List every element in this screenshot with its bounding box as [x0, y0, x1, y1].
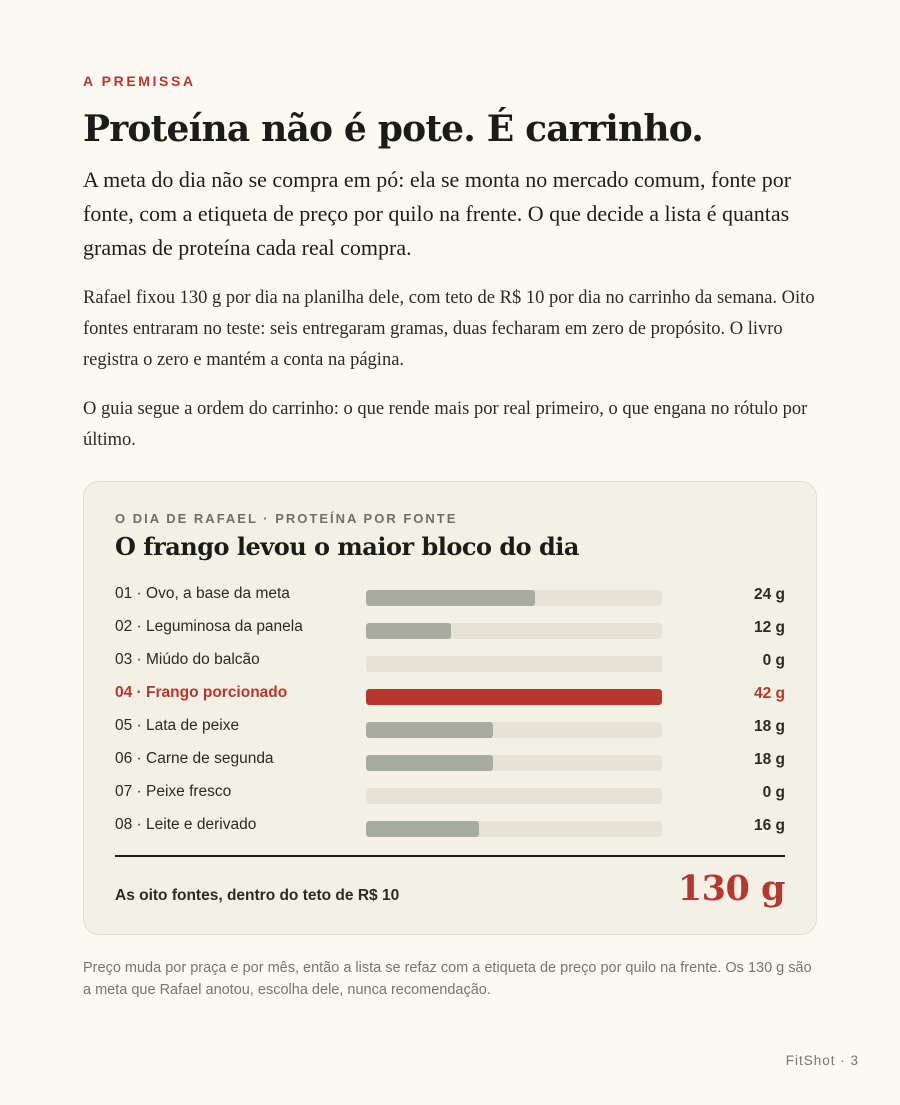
- page-footer: FitShot · 3: [785, 1053, 859, 1068]
- bar-value-label: 16 g: [753, 817, 785, 834]
- bar-row: 04 · Frango porcionado 42 g: [115, 677, 785, 710]
- bar-row: 08 · Leite e derivado 16 g: [115, 809, 785, 842]
- bar-value-label: 18 g: [753, 751, 785, 768]
- section-kicker: A PREMISSA: [83, 73, 196, 89]
- total-label: As oito fontes, dentro do teto de R$ 10: [115, 887, 400, 904]
- bar-row: 01 · Ovo, a base da meta 24 g: [115, 578, 785, 611]
- body-paragraph: Rafael fixou 130 g por dia na planilha d…: [83, 288, 815, 370]
- bar-label: 01 · Ovo, a base da meta: [115, 585, 290, 602]
- bar-track: [366, 821, 662, 837]
- bar-row: 02 · Leguminosa da panela 12 g: [115, 611, 785, 644]
- bar-label: 07 · Peixe fresco: [115, 783, 232, 800]
- bar-track: [366, 623, 662, 639]
- bar-track: [366, 788, 662, 804]
- bar-track: [366, 590, 662, 606]
- bar-row: 07 · Peixe fresco 0 g: [115, 776, 785, 809]
- bar-label: 06 · Carne de segunda: [115, 750, 274, 767]
- bar-value-label: 18 g: [753, 718, 785, 735]
- bar-chart: 01 · Ovo, a base da meta 24 g 02 · Legumin…: [115, 578, 785, 842]
- bar: [366, 623, 451, 639]
- footnote: Preço muda por praça e por mês, então a …: [83, 960, 812, 998]
- bar-value-label: 0 g: [762, 652, 785, 669]
- bar-row: 06 · Carne de segunda 18 g: [115, 743, 785, 776]
- card-kicker: O DIA DE RAFAEL · PROTEÍNA POR FONTE: [115, 511, 458, 526]
- bar: [366, 689, 662, 705]
- bar: [366, 755, 493, 771]
- bar-label: 05 · Lata de peixe: [115, 717, 240, 734]
- lead-paragraph: A meta do dia não se compra em pó: ela s…: [83, 167, 792, 260]
- protein-chart-card: O DIA DE RAFAEL · PROTEÍNA POR FONTE O f…: [83, 481, 817, 935]
- bar-value-label: 24 g: [753, 586, 785, 603]
- bar-track: [366, 755, 662, 771]
- page-title: Proteína não é pote. É carrinho.: [83, 108, 704, 150]
- bar-label: 08 · Leite e derivado: [115, 816, 257, 833]
- bar-track: [366, 656, 662, 672]
- bar-label: 04 · Frango porcionado: [115, 684, 288, 701]
- bar-value-label: 12 g: [753, 619, 785, 636]
- bar: [366, 722, 493, 738]
- bar-row: 03 · Miúdo do balcão 0 g: [115, 644, 785, 677]
- bar-track: [366, 689, 662, 705]
- bar-track: [366, 722, 662, 738]
- total-divider: [115, 855, 785, 857]
- bar-value-label: 42 g: [753, 685, 785, 702]
- total-value: 130 g: [677, 868, 786, 909]
- bar: [366, 821, 479, 837]
- bar: [366, 590, 536, 606]
- bar-row: 05 · Lata de peixe 18 g: [115, 710, 785, 743]
- chart-title: O frango levou o maior bloco do dia: [115, 532, 579, 561]
- bar-label: 02 · Leguminosa da panela: [115, 618, 303, 635]
- body-paragraph: O guia segue a ordem do carrinho: o que …: [83, 399, 808, 450]
- bar-value-label: 0 g: [762, 784, 785, 801]
- bar-label: 03 · Miúdo do balcão: [115, 651, 260, 668]
